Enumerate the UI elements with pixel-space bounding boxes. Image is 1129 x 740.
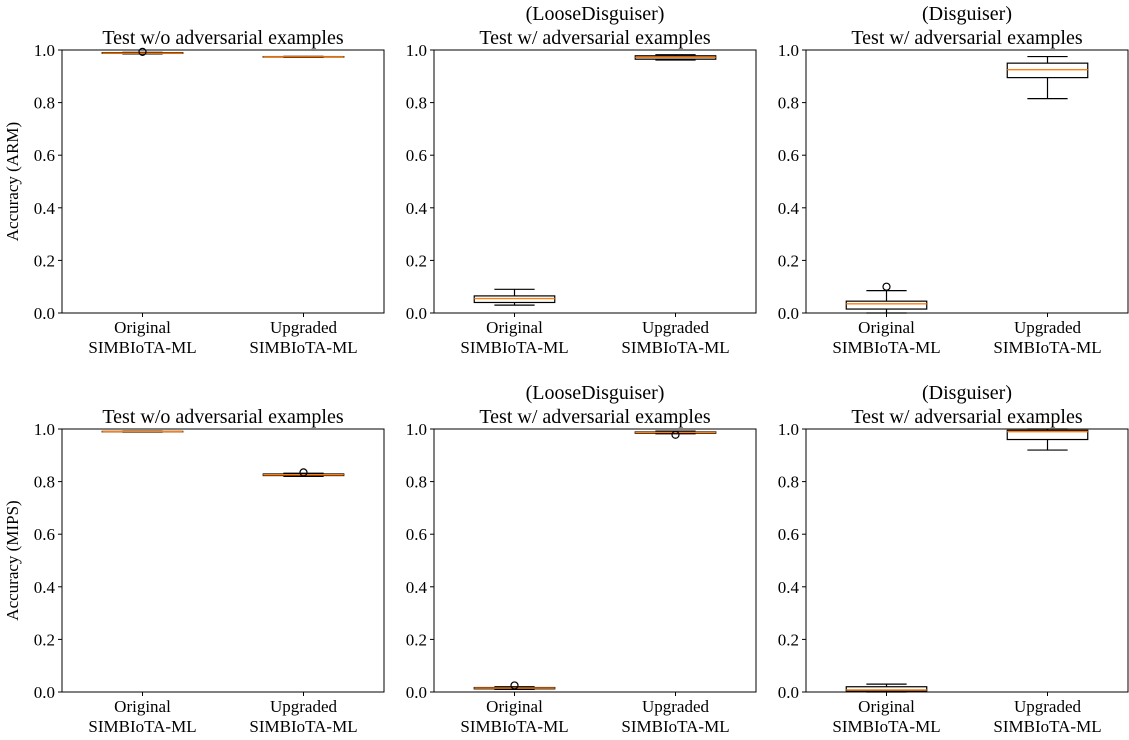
- chart-subtitle: (LooseDisguiser): [526, 3, 665, 25]
- plot-frame: [433, 428, 757, 693]
- y-tick-label: 0.8: [778, 94, 799, 113]
- y-tick-label: 0.8: [34, 473, 55, 492]
- y-tick-label: 1.0: [778, 420, 799, 439]
- y-tick-label: 0.2: [406, 251, 427, 270]
- flier: [510, 681, 519, 690]
- box: [1006, 429, 1089, 441]
- x-tick-label-box: Upgraded SIMBIoTA-ML: [621, 318, 730, 357]
- y-tick-label: 0.4: [406, 199, 428, 218]
- x-tick-label-box: Original SIMBIoTA-ML: [832, 318, 941, 357]
- y-tick-label: 0.2: [778, 630, 799, 649]
- y-tick-label: 0.0: [778, 683, 799, 702]
- y-tick-label: 0.0: [34, 304, 55, 323]
- y-tick-label: 0.0: [406, 304, 427, 323]
- y-tick-label: 0.8: [34, 94, 55, 113]
- plot-frame: [805, 428, 1129, 693]
- plot-frame: [61, 428, 385, 693]
- x-tick-label: Original SIMBIoTA-ML: [88, 318, 197, 357]
- y-tick-label: 0.6: [778, 525, 799, 544]
- x-tick-label-box: Upgraded SIMBIoTA-ML: [993, 318, 1102, 357]
- y-tick-label: 0.6: [406, 146, 427, 165]
- y-axis-label: Accuracy (ARM): [3, 122, 22, 241]
- plot-frame: [805, 49, 1129, 314]
- y-tick-label: 1.0: [778, 41, 799, 60]
- y-tick-label: 0.8: [406, 473, 427, 492]
- y-tick-label: 0.4: [778, 578, 800, 597]
- x-tick-label-box: Upgraded SIMBIoTA-ML: [621, 697, 730, 736]
- y-tick-label: 0.4: [34, 199, 56, 218]
- x-tick-label: Original SIMBIoTA-ML: [88, 697, 197, 736]
- flier: [138, 47, 147, 56]
- chart-title: Test w/ adversarial examples: [851, 406, 1083, 428]
- x-tick-label: Original SIMBIoTA-ML: [460, 697, 569, 736]
- y-tick-label: 0.4: [406, 578, 428, 597]
- y-tick-label: 0.0: [406, 683, 427, 702]
- chart-title: Test w/o adversarial examples: [102, 27, 344, 49]
- x-tick-label-box: Upgraded SIMBIoTA-ML: [249, 697, 358, 736]
- box: [845, 686, 928, 692]
- y-tick-label: 0.6: [778, 146, 799, 165]
- chart-subtitle: (Disguiser): [922, 3, 1012, 25]
- x-tick-label: Original SIMBIoTA-ML: [460, 318, 569, 357]
- chart-title: Test w/ adversarial examples: [479, 27, 711, 49]
- y-tick-label: 0.8: [406, 94, 427, 113]
- y-tick-label: 0.6: [34, 525, 55, 544]
- y-tick-label: 0.0: [34, 683, 55, 702]
- y-tick-label: 0.4: [34, 578, 56, 597]
- x-tick-label-box: Upgraded SIMBIoTA-ML: [249, 318, 358, 357]
- x-tick-label: Upgraded SIMBIoTA-ML: [621, 318, 730, 357]
- flier: [671, 430, 680, 439]
- x-tick-label: Original SIMBIoTA-ML: [832, 318, 941, 357]
- y-tick-label: 1.0: [406, 41, 427, 60]
- y-tick-label: 1.0: [406, 420, 427, 439]
- plot-frame: [433, 49, 757, 314]
- box: [845, 300, 928, 310]
- x-tick-label-box: Upgraded SIMBIoTA-ML: [993, 697, 1102, 736]
- chart-title: Test w/ adversarial examples: [479, 406, 711, 428]
- y-tick-label: 0.6: [34, 146, 55, 165]
- y-tick-label: 0.4: [778, 199, 800, 218]
- chart-subtitle: (LooseDisguiser): [526, 382, 665, 404]
- flier: [882, 282, 891, 291]
- y-tick-label: 0.2: [778, 251, 799, 270]
- x-tick-label: Upgraded SIMBIoTA-ML: [993, 318, 1102, 357]
- x-tick-label-box: Original SIMBIoTA-ML: [460, 697, 569, 736]
- y-tick-label: 0.2: [406, 630, 427, 649]
- x-tick-label-box: Original SIMBIoTA-ML: [832, 697, 941, 736]
- y-tick-label: 0.2: [34, 251, 55, 270]
- chart-title: Test w/o adversarial examples: [102, 406, 344, 428]
- x-tick-label: Upgraded SIMBIoTA-ML: [249, 697, 358, 736]
- y-tick-label: 0.0: [778, 304, 799, 323]
- x-tick-label-box: Original SIMBIoTA-ML: [460, 318, 569, 357]
- y-axis-label: Accuracy (MIPS): [3, 500, 22, 620]
- flier: [299, 468, 308, 477]
- y-tick-label: 1.0: [34, 41, 55, 60]
- x-tick-label-box: Original SIMBIoTA-ML: [88, 697, 197, 736]
- y-tick-label: 0.8: [778, 473, 799, 492]
- chart-title: Test w/ adversarial examples: [851, 27, 1083, 49]
- plot-frame: [61, 49, 385, 314]
- x-tick-label: Original SIMBIoTA-ML: [832, 697, 941, 736]
- y-tick-label: 1.0: [34, 420, 55, 439]
- y-tick-label: 0.2: [34, 630, 55, 649]
- x-tick-label: Upgraded SIMBIoTA-ML: [621, 697, 730, 736]
- x-tick-label: Upgraded SIMBIoTA-ML: [993, 697, 1102, 736]
- x-tick-label: Upgraded SIMBIoTA-ML: [249, 318, 358, 357]
- x-tick-label-box: Original SIMBIoTA-ML: [88, 318, 197, 357]
- y-tick-label: 0.6: [406, 525, 427, 544]
- chart-subtitle: (Disguiser): [922, 382, 1012, 404]
